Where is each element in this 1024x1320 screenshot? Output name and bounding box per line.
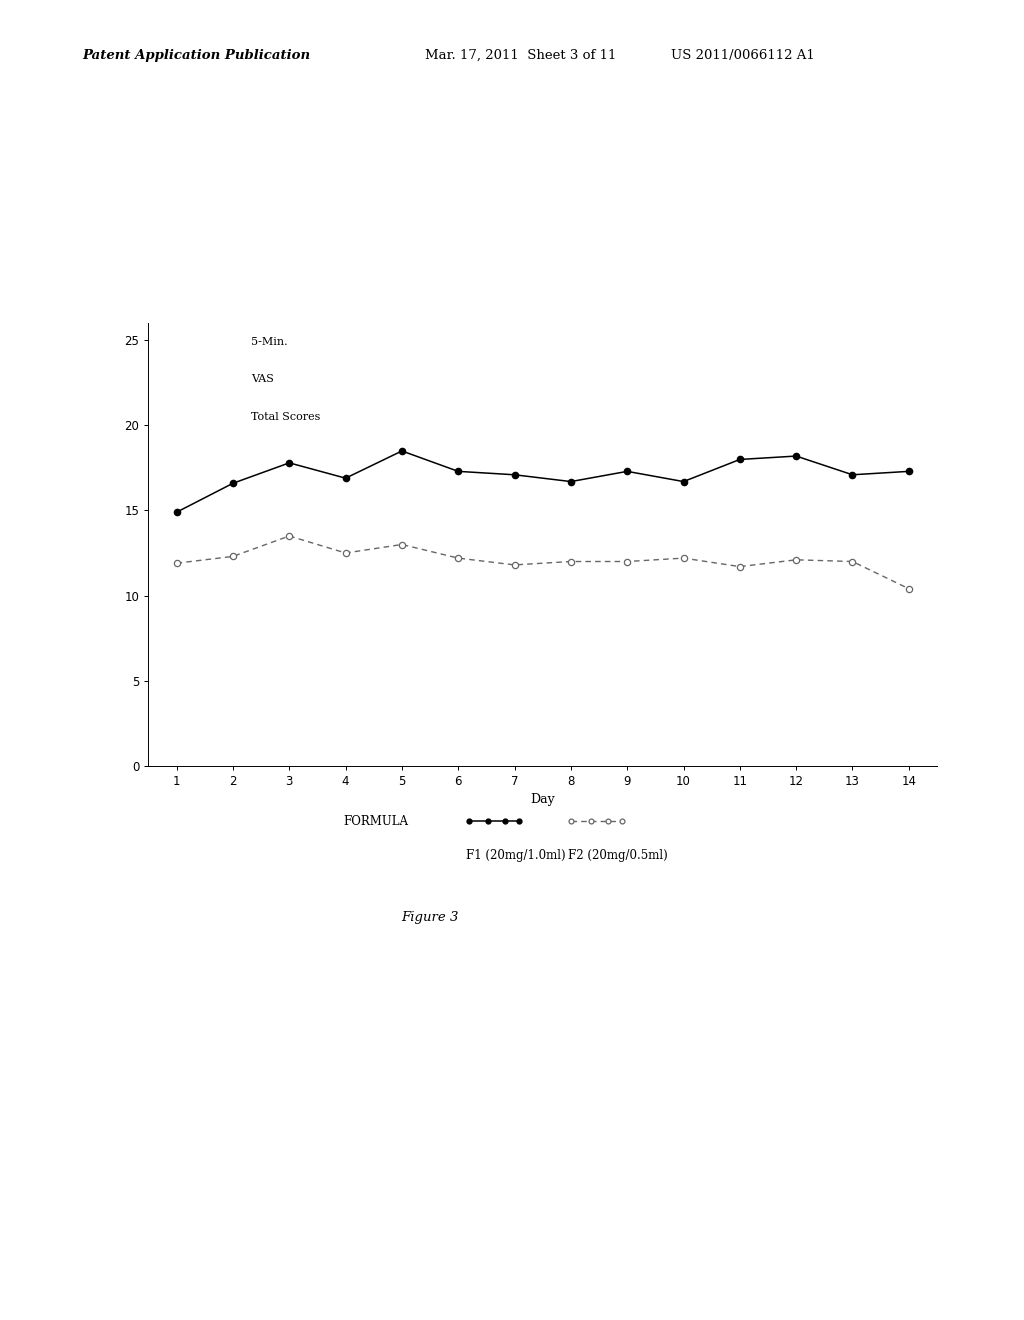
Text: US 2011/0066112 A1: US 2011/0066112 A1	[671, 49, 814, 62]
Text: 5-Min.: 5-Min.	[251, 337, 288, 347]
Text: F2 (20mg/0.5ml): F2 (20mg/0.5ml)	[568, 849, 668, 862]
Text: Patent Application Publication: Patent Application Publication	[82, 49, 310, 62]
Text: Mar. 17, 2011  Sheet 3 of 11: Mar. 17, 2011 Sheet 3 of 11	[425, 49, 616, 62]
Text: Total Scores: Total Scores	[251, 412, 321, 422]
Text: FORMULA: FORMULA	[343, 814, 408, 828]
Text: VAS: VAS	[251, 375, 273, 384]
X-axis label: Day: Day	[530, 793, 555, 807]
Text: F1 (20mg/1.0ml): F1 (20mg/1.0ml)	[466, 849, 565, 862]
Text: Figure 3: Figure 3	[401, 911, 459, 924]
